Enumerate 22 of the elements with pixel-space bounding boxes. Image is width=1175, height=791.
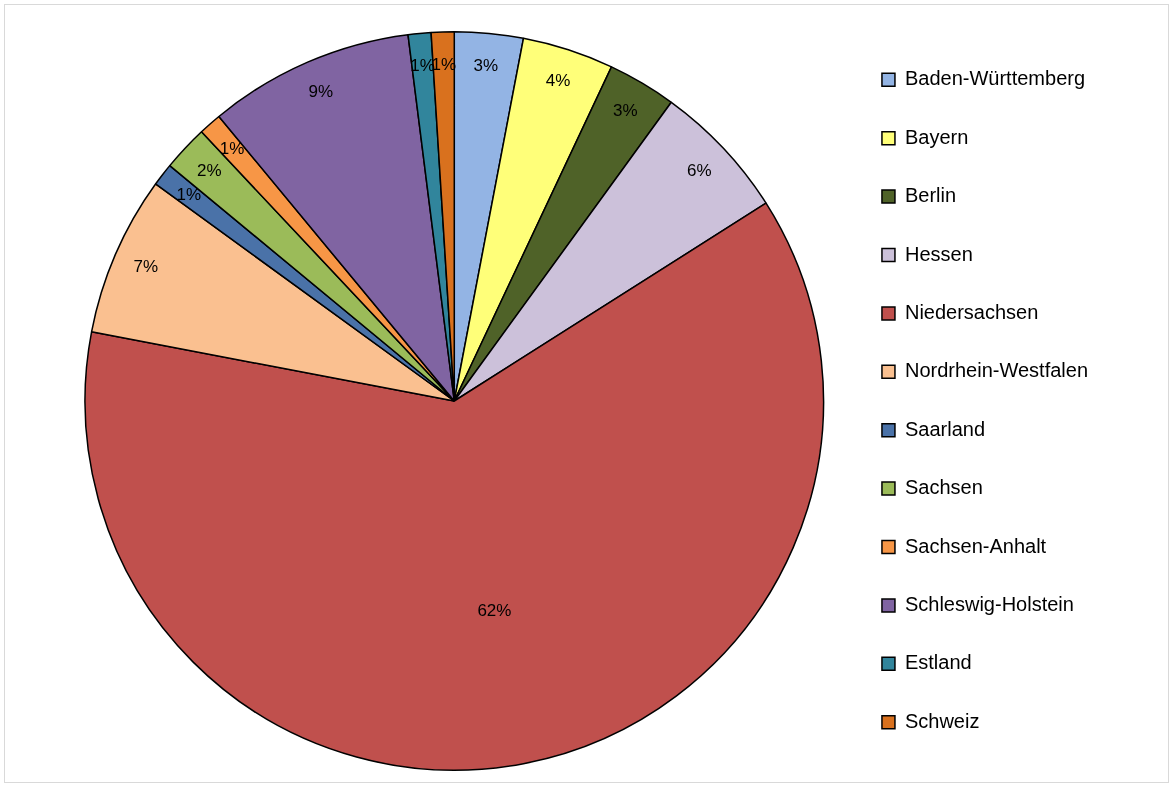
data-label: 4% (545, 71, 571, 91)
legend-label: Berlin (904, 184, 957, 207)
data-label: 6% (686, 160, 712, 180)
legend-label: Sachsen-Anhalt (904, 534, 1047, 557)
legend-label: Sachsen (904, 476, 983, 499)
data-label: 62% (477, 601, 512, 621)
legend-label: Niedersachsen (904, 300, 1039, 323)
data-label: 2% (197, 160, 222, 180)
legend-label: Baden-Württemberg (904, 67, 1086, 90)
data-label: 9% (308, 82, 334, 102)
data-label: 1% (219, 138, 245, 158)
legend-label: Hessen (904, 242, 973, 265)
data-label: 1% (176, 184, 202, 204)
legend-label: Schleswig-Holstein (904, 592, 1074, 615)
legend-label: Saarland (904, 417, 986, 440)
data-label: 7% (133, 257, 159, 277)
data-label: 3% (473, 56, 499, 76)
legend-label: Nordrhein-Westfalen (904, 359, 1088, 382)
data-label: 3% (613, 101, 638, 121)
legend-label: Estland (904, 651, 972, 674)
legend-label: Bayern (904, 125, 969, 148)
legend-label: Schweiz (904, 709, 980, 732)
